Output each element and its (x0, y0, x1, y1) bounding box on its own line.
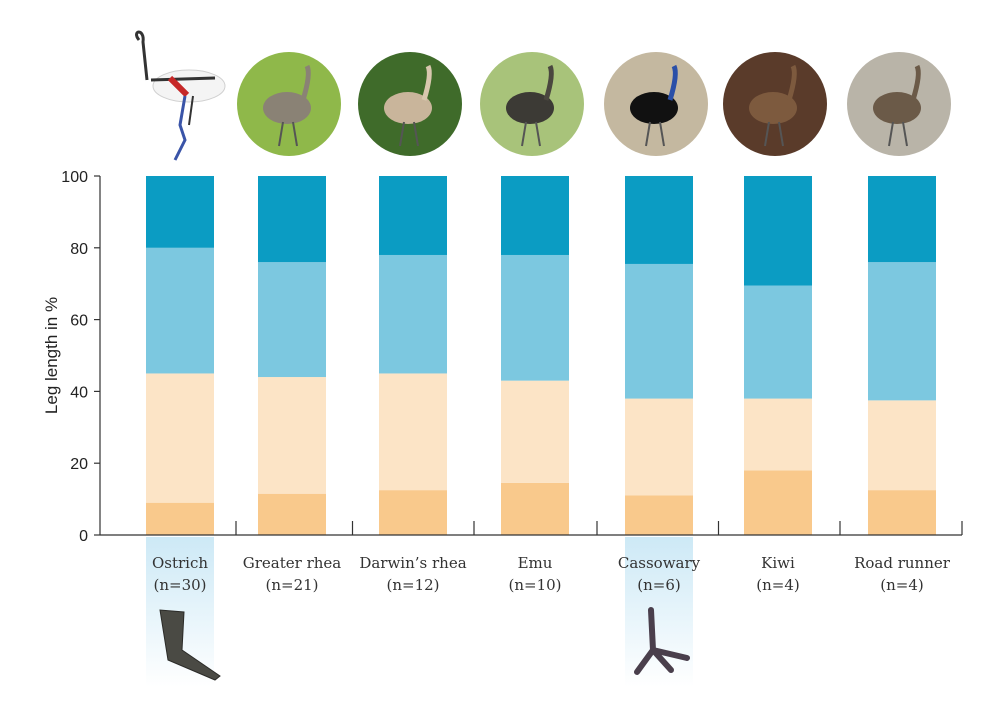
sample-size-label: (n=6) (637, 576, 680, 594)
category-label: Cassowary (618, 554, 701, 572)
bar-segment (258, 377, 326, 494)
y-tick-label: 40 (70, 384, 88, 401)
sample-size-label: (n=4) (880, 576, 923, 594)
bar-segment (258, 493, 326, 535)
y-axis-label: Leg length in % (42, 297, 61, 414)
bar-segment (501, 482, 569, 535)
bar-segment (625, 263, 693, 399)
bar-segment (379, 373, 447, 491)
sample-size-label: (n=10) (508, 576, 561, 594)
category-label: Road runner (854, 554, 951, 572)
y-tick-label: 20 (70, 456, 88, 473)
darwins-rhea-photo (358, 52, 462, 156)
bar-segment (501, 176, 569, 255)
bar-segment (146, 176, 214, 248)
y-tick-label: 80 (70, 241, 88, 258)
bar-segment (868, 262, 936, 401)
bar-segment (258, 176, 326, 263)
kiwi-photo (723, 52, 827, 156)
bar-segment (146, 247, 214, 374)
road-runner-photo (847, 52, 951, 156)
bar-segment (744, 398, 812, 471)
bar-segment (146, 373, 214, 503)
bar-segment (379, 254, 447, 374)
ostrich-foot-icon (159, 609, 221, 681)
cassowary-foot-icon (634, 607, 690, 675)
bar-segment (625, 495, 693, 535)
sample-size-label: (n=12) (386, 576, 439, 594)
category-label: Kiwi (761, 554, 795, 572)
bar-segment (379, 490, 447, 535)
y-tick-label: 60 (70, 313, 88, 330)
bar-segment (501, 380, 569, 483)
category-label: Darwin’s rhea (359, 554, 466, 572)
emu-photo (480, 52, 584, 156)
cassowary-photo (604, 52, 708, 156)
bar-segment (744, 285, 812, 399)
category-label: Greater rhea (243, 554, 342, 572)
bar-segment (868, 490, 936, 535)
bar-segment (744, 176, 812, 286)
bar-segment (379, 176, 447, 255)
bar-segment (744, 470, 812, 535)
ostrich-skeleton-icon (135, 30, 226, 161)
sample-size-label: (n=21) (265, 576, 318, 594)
sample-size-label: (n=30) (153, 576, 206, 594)
y-tick-label: 100 (61, 169, 88, 186)
bar-segment (258, 262, 326, 378)
category-label: Ostrich (152, 554, 208, 572)
bar-segment (625, 176, 693, 264)
highlight-cassowary (625, 537, 693, 687)
bar-segment (501, 254, 569, 381)
bar-segment (146, 502, 214, 535)
greater-rhea-photo (237, 52, 341, 156)
category-label: Emu (518, 554, 553, 572)
bar-segment (868, 176, 936, 263)
sample-size-label: (n=4) (756, 576, 799, 594)
bar-segment (625, 398, 693, 496)
y-tick-label: 0 (79, 528, 88, 545)
bar-segment (868, 400, 936, 491)
